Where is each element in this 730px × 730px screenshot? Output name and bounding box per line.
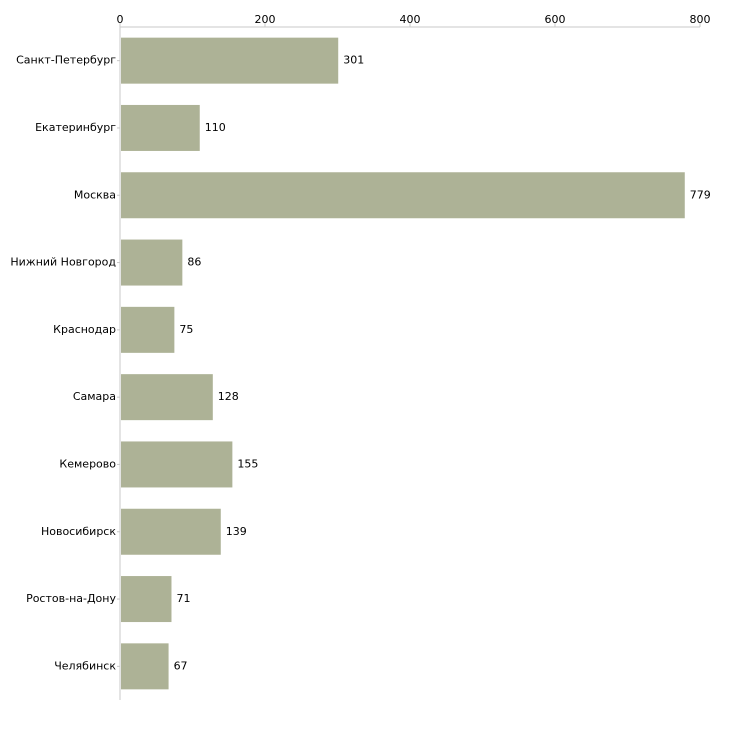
category-labels: Санкт-Петербург Екатеринбург Москва Нижний … xyxy=(10,54,120,672)
category-label: Екатеринбург xyxy=(35,121,116,134)
data-label: 71 xyxy=(176,592,190,605)
bar xyxy=(121,643,169,690)
bar xyxy=(121,37,339,84)
bar xyxy=(121,508,221,555)
bar xyxy=(121,441,233,488)
bar xyxy=(121,374,213,421)
x-tick-label: 400 xyxy=(400,13,421,26)
data-label: 67 xyxy=(174,659,188,672)
x-tick-label: 200 xyxy=(255,13,276,26)
x-tick-label: 600 xyxy=(545,13,566,26)
category-label: Краснодар xyxy=(53,323,116,336)
x-tick-label: 800 xyxy=(690,13,711,26)
data-label: 139 xyxy=(226,525,247,538)
category-label: Ростов-на-Дону xyxy=(26,592,116,605)
category-label: Новосибирск xyxy=(41,525,116,538)
data-label: 75 xyxy=(179,323,193,336)
category-label: Кемерово xyxy=(59,457,116,470)
data-label: 779 xyxy=(690,188,711,201)
bar xyxy=(121,576,172,623)
category-label: Нижний Новгород xyxy=(10,256,116,269)
category-label: Самара xyxy=(73,390,116,403)
bar xyxy=(121,306,175,353)
data-label: 110 xyxy=(205,121,226,134)
data-label: 128 xyxy=(218,390,239,403)
bar xyxy=(121,104,200,151)
category-label: Санкт-Петербург xyxy=(16,54,116,67)
x-tick-label: 0 xyxy=(117,13,124,26)
data-label: 301 xyxy=(343,54,364,67)
category-label: Челябинск xyxy=(54,659,116,672)
data-label: 155 xyxy=(237,457,258,470)
x-axis-ticks: 0 200 400 600 800 xyxy=(117,13,711,27)
bar xyxy=(121,172,685,219)
bar xyxy=(121,239,183,286)
category-label: Москва xyxy=(74,188,116,201)
bars: 301 110 779 86 75 128 155 139 71 67 xyxy=(121,37,711,690)
data-label: 86 xyxy=(187,256,201,269)
